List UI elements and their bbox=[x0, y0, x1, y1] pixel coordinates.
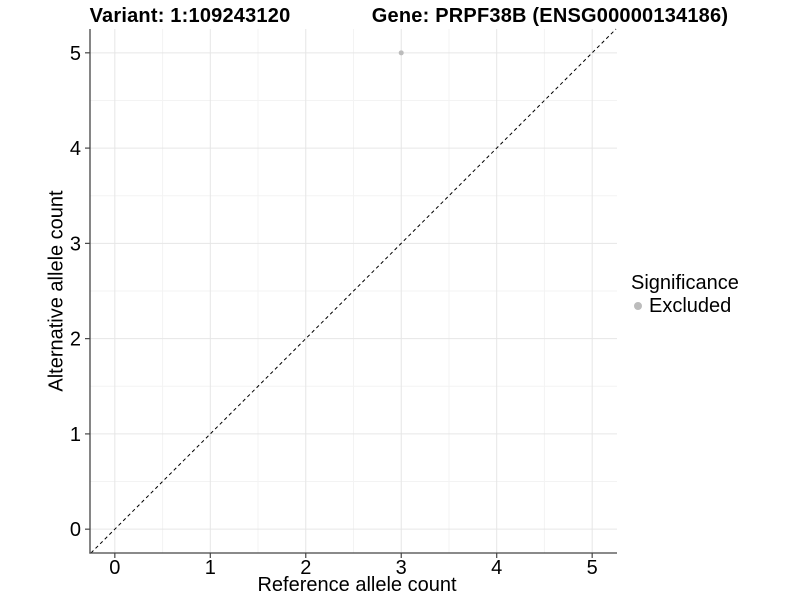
y-tick-label: 5 bbox=[70, 43, 81, 65]
y-tick-label: 2 bbox=[70, 329, 81, 351]
data-point bbox=[398, 50, 404, 56]
gene-title: Gene: PRPF38B (ENSG00000134186) bbox=[371, 5, 729, 27]
x-tick-label: 3 bbox=[396, 557, 407, 579]
y-tick-label: 0 bbox=[70, 519, 81, 541]
x-axis-title: Reference allele count bbox=[257, 574, 457, 596]
y-tick-label: 3 bbox=[70, 233, 81, 255]
y-tick-label: 4 bbox=[70, 138, 81, 160]
x-tick-label: 4 bbox=[491, 557, 502, 579]
x-tick-label: 5 bbox=[587, 557, 598, 579]
legend-point-icon bbox=[634, 302, 642, 310]
legend-title: Significance bbox=[631, 272, 739, 294]
x-tick-label: 1 bbox=[205, 557, 216, 579]
variant-title: Variant: 1:109243120 bbox=[89, 5, 291, 27]
y-axis-title: Alternative allele count bbox=[45, 190, 68, 392]
identity-line bbox=[90, 28, 617, 554]
legend: Significance Excluded bbox=[631, 271, 739, 317]
legend-entry-label: Excluded bbox=[649, 294, 732, 317]
x-tick-label: 0 bbox=[109, 557, 120, 579]
legend-entry-excluded: Excluded bbox=[631, 295, 739, 317]
x-tick-label: 2 bbox=[300, 557, 311, 579]
y-tick-label: 1 bbox=[70, 424, 81, 446]
